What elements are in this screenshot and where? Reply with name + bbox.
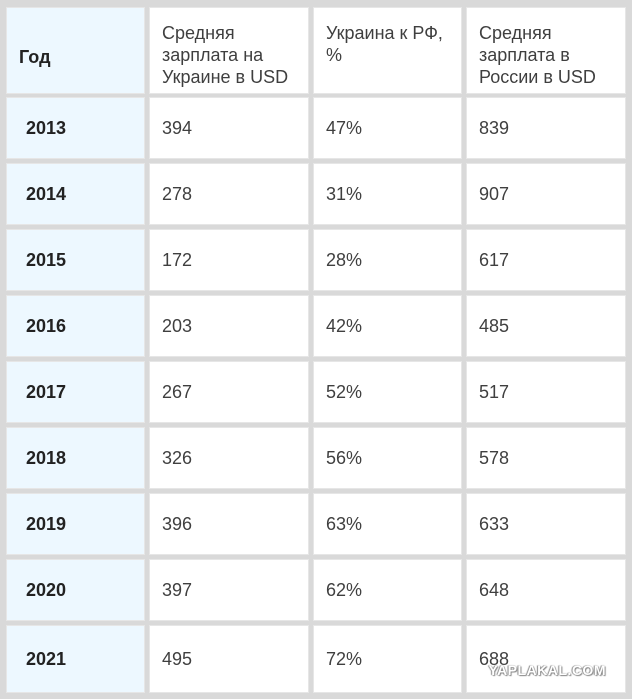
header-ukraine-salary: Средняя зарплата на Украине в USD	[149, 7, 309, 94]
table-cell-year: 2019	[6, 493, 145, 555]
header-russia-salary: Средняя зарплата в России в USD	[466, 7, 626, 94]
table-cell-year: 2018	[6, 427, 145, 489]
table-cell-percent: 28%	[313, 229, 462, 291]
table-cell-ukraine-salary: 203	[149, 295, 309, 357]
table-cell-percent: 42%	[313, 295, 462, 357]
table-cell-year: 2017	[6, 361, 145, 423]
table-cell-percent: 63%	[313, 493, 462, 555]
table-cell-russia-salary: 617	[466, 229, 626, 291]
table-cell-percent: 56%	[313, 427, 462, 489]
table-cell-ukraine-salary: 326	[149, 427, 309, 489]
table-cell-russia-salary: 578	[466, 427, 626, 489]
table-cell-percent: 47%	[313, 97, 462, 159]
table-cell-percent: 72%	[313, 625, 462, 693]
table-cell-ukraine-salary: 397	[149, 559, 309, 621]
table-cell-russia-salary: 907	[466, 163, 626, 225]
table-cell-ukraine-salary: 267	[149, 361, 309, 423]
table-cell-russia-salary: 839	[466, 97, 626, 159]
table-cell-ukraine-salary: 394	[149, 97, 309, 159]
header-ukraine-to-russia-percent: Украина к РФ, %	[313, 7, 462, 94]
table-cell-russia-salary: 688	[466, 625, 626, 693]
table-cell-russia-salary: 648	[466, 559, 626, 621]
table-cell-russia-salary: 517	[466, 361, 626, 423]
table-cell-ukraine-salary: 172	[149, 229, 309, 291]
table-cell-year: 2015	[6, 229, 145, 291]
table-cell-year: 2016	[6, 295, 145, 357]
table-cell-year: 2013	[6, 97, 145, 159]
table-cell-percent: 31%	[313, 163, 462, 225]
table-cell-year: 2021	[6, 625, 145, 693]
table-cell-percent: 62%	[313, 559, 462, 621]
table-cell-ukraine-salary: 396	[149, 493, 309, 555]
table-cell-year: 2014	[6, 163, 145, 225]
table-cell-ukraine-salary: 495	[149, 625, 309, 693]
header-year: Год	[6, 7, 145, 94]
table-cell-russia-salary: 485	[466, 295, 626, 357]
site-watermark: YAPLAKAL.COM	[488, 662, 606, 678]
table-cell-year: 2020	[6, 559, 145, 621]
table-cell-ukraine-salary: 278	[149, 163, 309, 225]
table-cell-russia-salary: 633	[466, 493, 626, 555]
table-cell-percent: 52%	[313, 361, 462, 423]
